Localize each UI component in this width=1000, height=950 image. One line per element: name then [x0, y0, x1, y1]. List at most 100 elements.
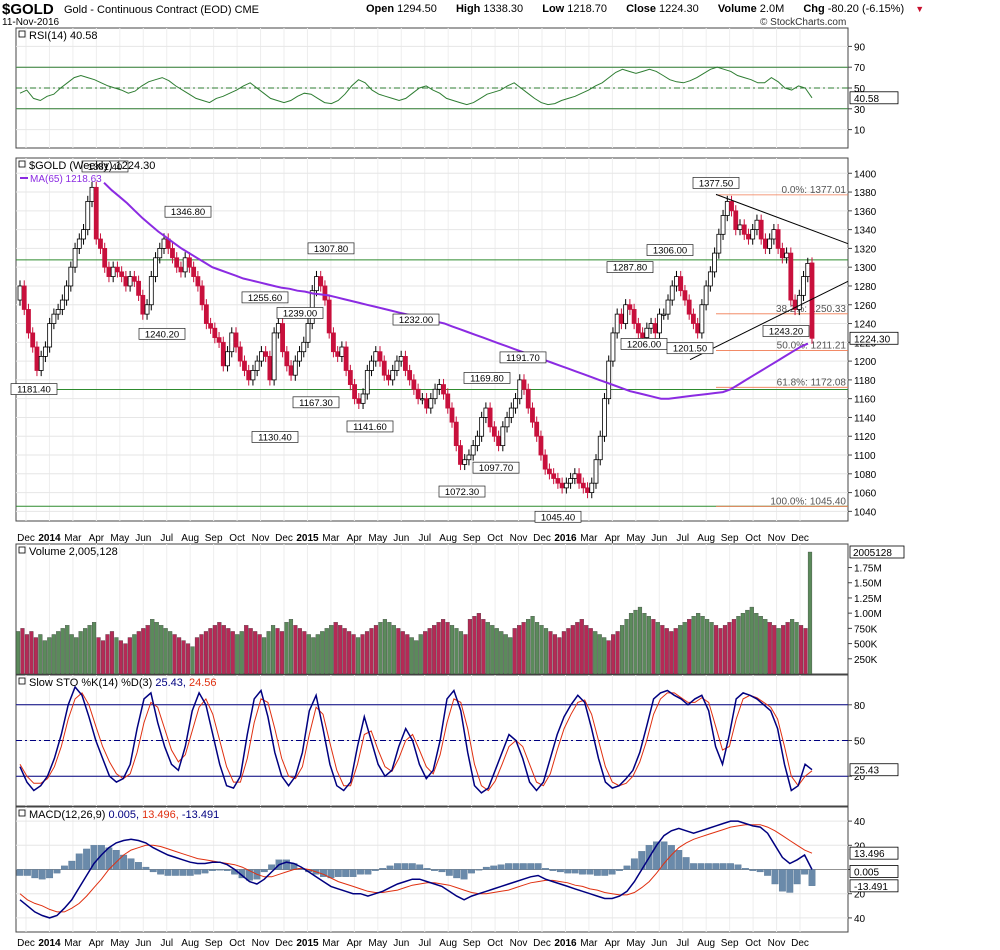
x-axis-label: Oct [487, 533, 503, 544]
candle-body [686, 299, 692, 315]
volume-bar [315, 634, 320, 675]
candle-body [508, 407, 514, 418]
macd-histogram-bar [90, 845, 98, 870]
candle-body [559, 482, 565, 489]
volume-bar [150, 619, 155, 675]
x-axis-label: Oct [229, 533, 245, 544]
pivot-label: 1191.70 [506, 353, 540, 364]
pivot-label-box [463, 372, 511, 384]
x-axis-label: Nov [768, 533, 786, 544]
candle-body [538, 435, 544, 456]
candle-body [665, 299, 671, 315]
price-tick-label: 1280 [854, 282, 877, 293]
candle-body [589, 482, 595, 493]
candle-body [576, 473, 582, 484]
candle-body [136, 280, 141, 296]
volume-bar [154, 622, 159, 675]
macd-hist-tag: -13.491 [854, 882, 888, 893]
candle-body [17, 285, 23, 301]
candle-body [699, 304, 705, 334]
volume-bar [794, 622, 799, 675]
volume-bar [584, 625, 589, 675]
candle-body [161, 238, 167, 249]
x-axis-label: Sep [463, 533, 481, 544]
candle-body [631, 309, 637, 324]
candle-body [386, 374, 391, 381]
candle-body [763, 238, 768, 249]
candle-body [275, 323, 281, 334]
x-axis-label-bottom: Jun [651, 938, 667, 949]
price-tick-label: 1360 [854, 207, 877, 218]
x-axis-label: Dec [533, 533, 551, 544]
ohlc-summary: Open 1294.50 High 1338.30 Low 1218.70 Close… [366, 3, 940, 15]
macd-histogram-bar [334, 869, 342, 877]
volume-bar [78, 631, 83, 675]
pivot-label-box [251, 431, 299, 443]
candle-body [225, 351, 230, 367]
volume-bar [664, 628, 669, 675]
volume-bar [266, 631, 271, 675]
candle-body [115, 266, 120, 273]
volume-bar [481, 619, 486, 675]
volume-bar [718, 628, 723, 675]
macd-histogram-bar [364, 869, 372, 875]
volume-bar [526, 619, 531, 675]
x-axis-label-bottom: Nov [252, 938, 270, 949]
volume-bar [745, 609, 750, 675]
macd-histogram-bar [490, 865, 498, 870]
candle-body [563, 482, 569, 489]
volume-bar [427, 628, 432, 675]
pivot-label-box [138, 327, 186, 340]
volume-bar [611, 634, 616, 675]
candle-body [623, 304, 629, 324]
volume-bar [400, 631, 405, 675]
candle-body [483, 407, 489, 418]
candle-body [445, 393, 451, 409]
x-axis-label-bottom: Dec [533, 938, 551, 949]
rsi-value-tag-box [849, 91, 899, 105]
stochastic-title: Slow STO %K(14) %D(3) 25.43, 24.56 [29, 677, 217, 689]
candle-body [203, 304, 209, 324]
volume-bar [660, 625, 665, 675]
open-label: Open [366, 3, 395, 15]
macd-hist-tag-box [849, 879, 899, 893]
volume-bar [360, 634, 365, 675]
macd-histogram-bar [401, 863, 409, 870]
candle-body [411, 379, 417, 390]
volume-bar [123, 643, 128, 675]
candle-body [479, 417, 485, 437]
x-axis-label-bottom: Mar [64, 938, 82, 949]
x-axis-label-bottom: Aug [439, 938, 457, 949]
volume-bar [803, 628, 808, 675]
pivot-label-box [292, 396, 340, 409]
volume-bar [56, 631, 61, 675]
candle-body [140, 294, 146, 315]
macd-histogram-bar [179, 869, 187, 876]
x-axis-label: Aug [697, 533, 715, 544]
candle-body [678, 276, 684, 292]
candle-body [500, 426, 506, 447]
candle-body [513, 398, 518, 409]
candle-body [801, 276, 806, 296]
fib-label: 50.0%: 1211.21 [777, 341, 847, 352]
volume-bar [642, 613, 647, 675]
volume-bar [100, 640, 106, 675]
volume-bar [628, 613, 634, 675]
volume-bar [763, 619, 768, 675]
volume-bar [293, 625, 298, 675]
candle-body [297, 351, 302, 362]
volume-bar [557, 637, 562, 675]
x-axis-label: Apr [347, 533, 363, 544]
candle-body [195, 276, 201, 287]
pivot-label: 1097.70 [479, 463, 513, 474]
candle-body [640, 332, 645, 339]
volume-bar [624, 619, 629, 675]
volume-bar [669, 631, 674, 675]
stochastic-d-line [19, 692, 813, 792]
candle-body [610, 332, 616, 362]
macd-histogram-bar [727, 863, 734, 870]
macd-histogram-bar [616, 869, 623, 871]
macd-histogram-bar [260, 869, 268, 873]
macd-histogram-bar [127, 858, 135, 870]
macd-histogram-bar [172, 869, 179, 876]
